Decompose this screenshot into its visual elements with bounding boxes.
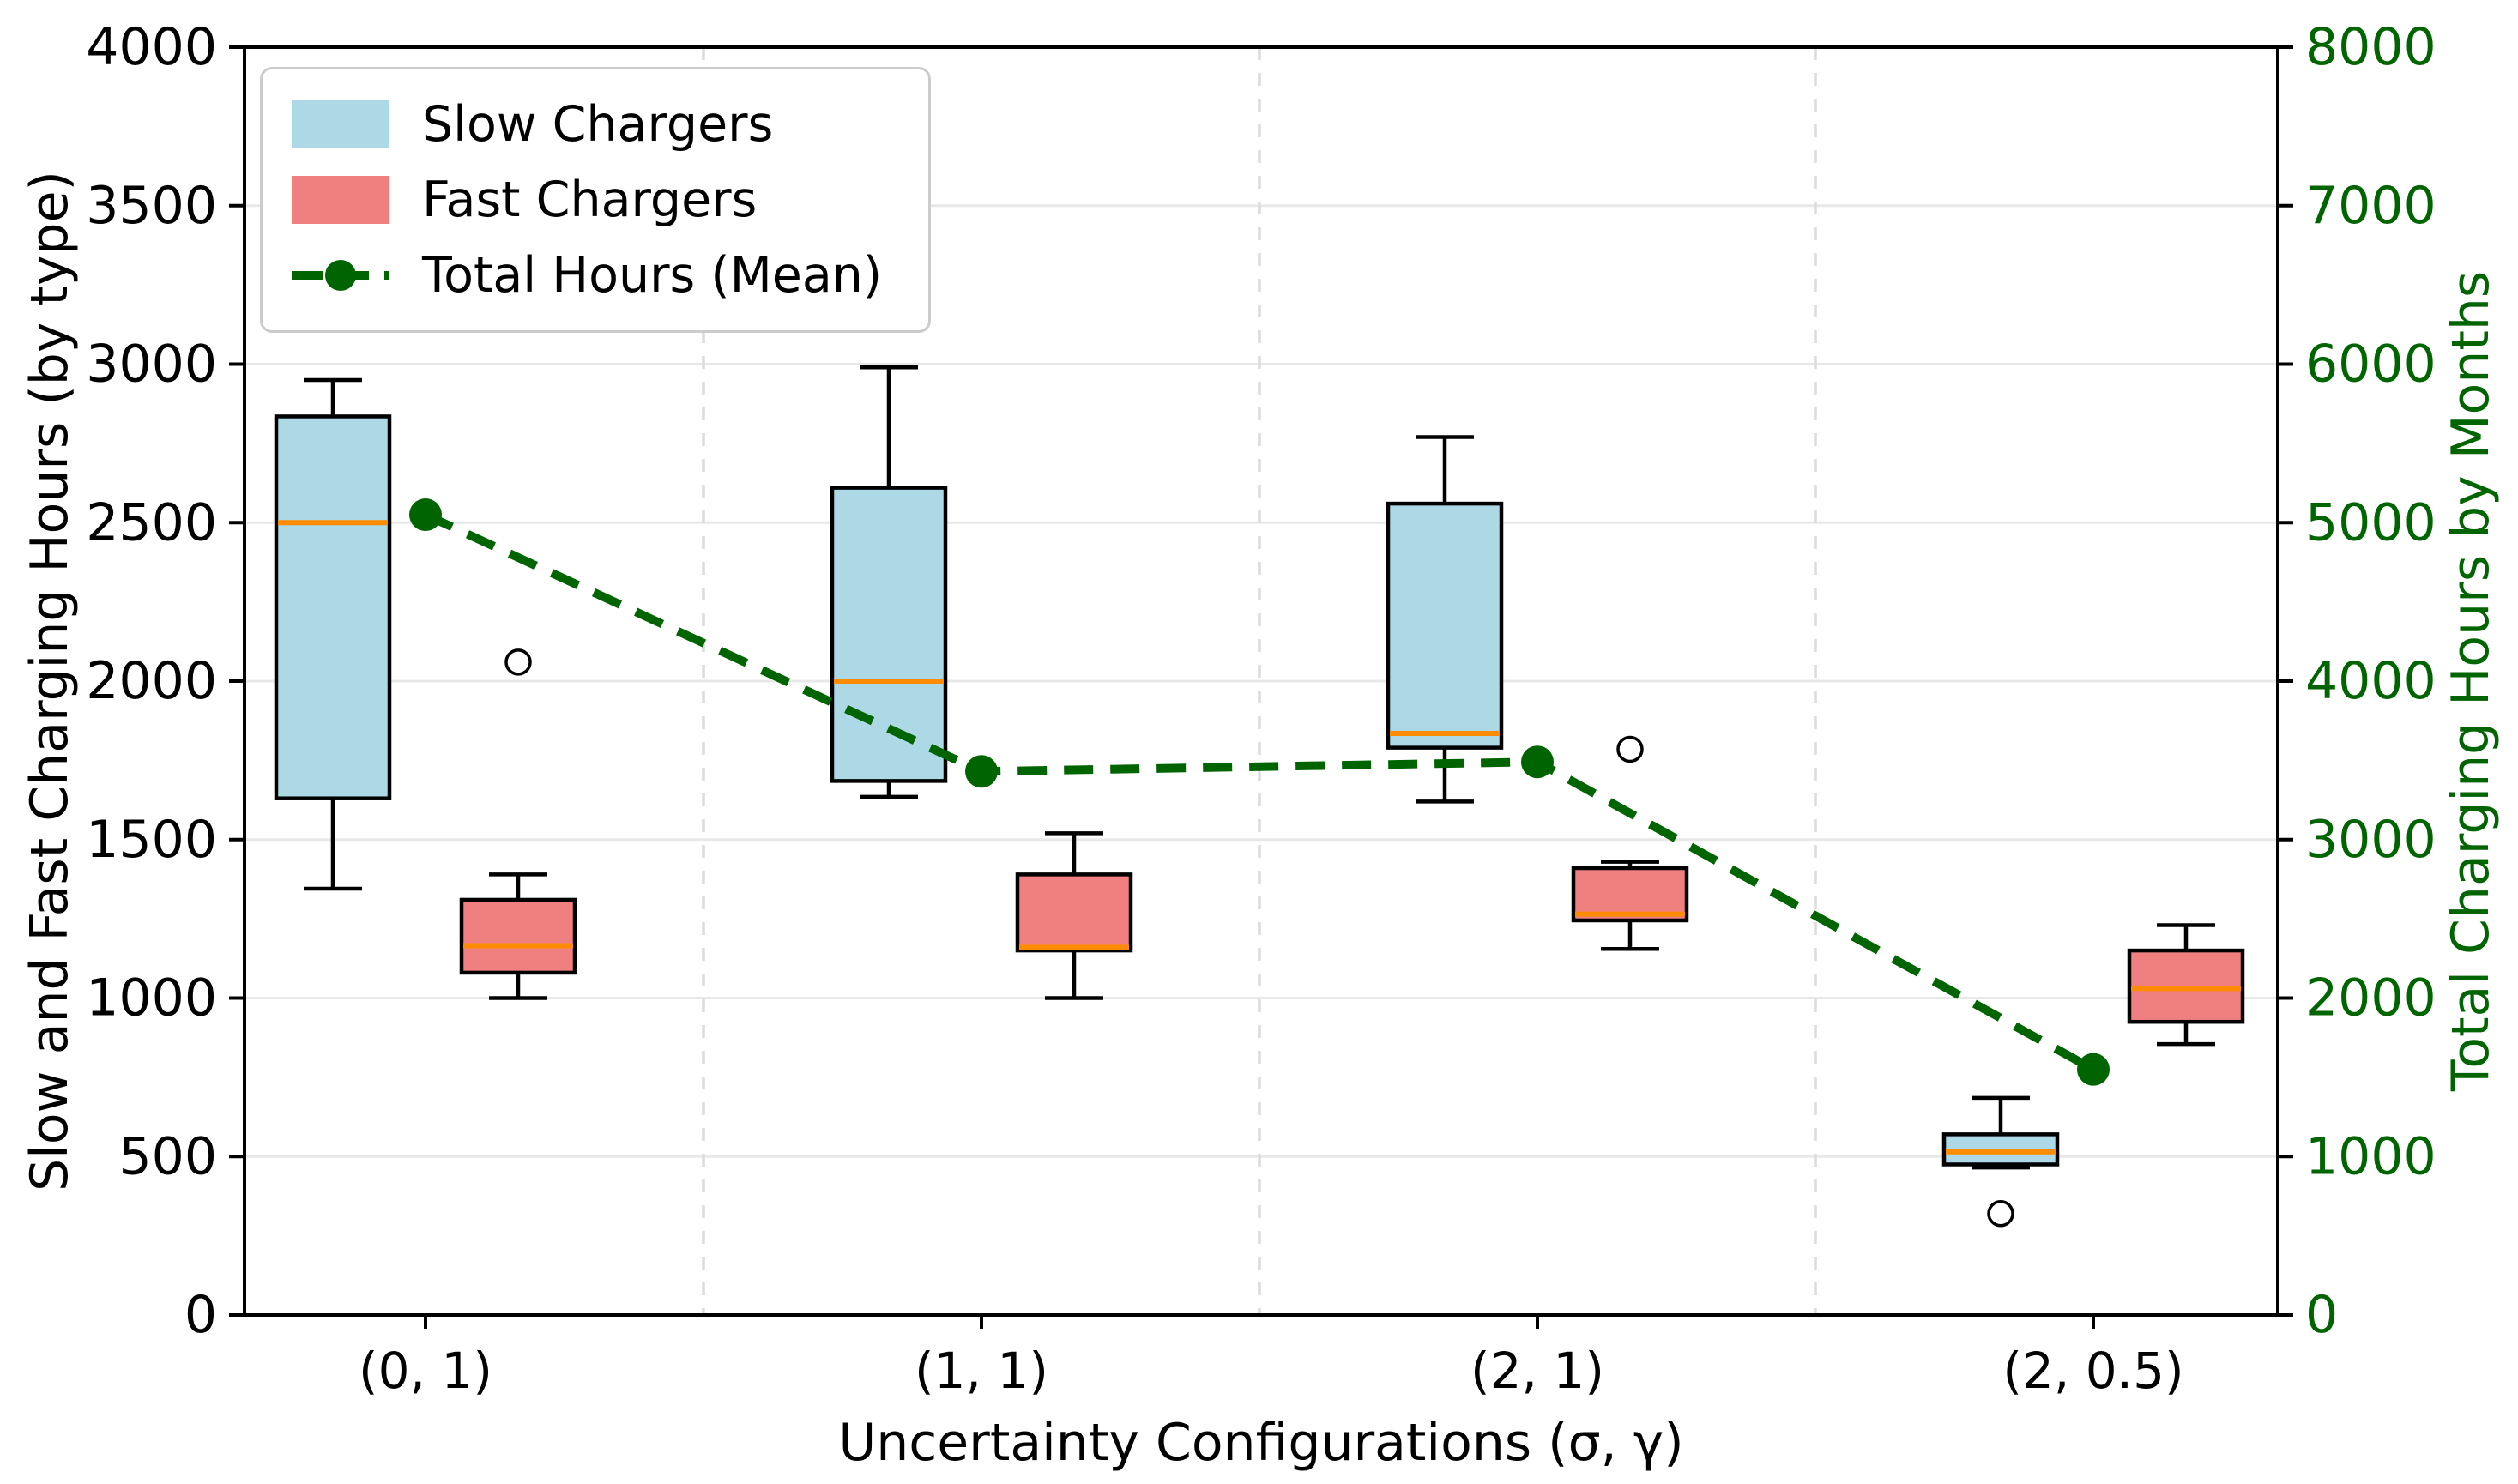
y-tick-label-left: 1500 xyxy=(86,810,217,870)
legend: Slow Chargers Fast Chargers Total Hours … xyxy=(260,67,931,333)
y-tick-label-right: 4000 xyxy=(2305,651,2436,711)
y-tick-label-right: 0 xyxy=(2305,1285,2338,1345)
y-tick-label-right: 1000 xyxy=(2305,1126,2436,1186)
x-axis: (0, 1) (1, 1) (2, 1) (2, 0.5) xyxy=(359,1315,2184,1400)
legend-label-slow-chargers: Slow Chargers xyxy=(422,96,774,153)
fast-chargers-box-0 xyxy=(459,648,577,1000)
outlier-point xyxy=(1616,735,1644,763)
legend-item-fast-chargers: Fast Chargers xyxy=(292,162,903,238)
mean-point xyxy=(1521,745,1554,779)
x-tick-label: (2, 1) xyxy=(1470,1342,1604,1400)
outlier-point xyxy=(504,648,532,676)
iqr-box xyxy=(830,486,948,783)
x-tick-label: (0, 1) xyxy=(359,1342,492,1400)
slow-chargers-swatch-icon xyxy=(292,100,389,148)
y-tick-label-left: 1000 xyxy=(86,968,217,1029)
y-tick-label-right: 7000 xyxy=(2305,176,2436,236)
y-tick-label-right: 2000 xyxy=(2305,968,2436,1029)
y-axis-right: 0 1000 2000 3000 4000 5000 6000 7000 8000 xyxy=(2278,17,2436,1345)
fast-chargers-box-3 xyxy=(2127,923,2245,1047)
y-tick-label-left: 3500 xyxy=(86,176,217,236)
legend-item-slow-chargers: Slow Chargers xyxy=(292,87,903,162)
total-hours-mean-line xyxy=(409,498,2110,1086)
y-tick-label-left: 0 xyxy=(184,1285,217,1345)
y-tick-label-left: 2500 xyxy=(86,492,217,552)
mean-point xyxy=(409,498,442,532)
fast-chargers-swatch-icon xyxy=(292,176,389,224)
mean-point xyxy=(965,755,998,788)
mean-point xyxy=(2077,1053,2110,1086)
fast-chargers-box-2 xyxy=(1571,735,1689,951)
iqr-box xyxy=(1386,501,1504,750)
y-tick-label-left: 500 xyxy=(118,1126,217,1186)
slow-chargers-box-0 xyxy=(274,377,392,891)
fast-chargers-box-1 xyxy=(1015,831,1133,1000)
y-tick-label-right: 5000 xyxy=(2305,492,2436,552)
outlier-point xyxy=(1987,1200,2014,1228)
y-tick-label-left: 4000 xyxy=(86,17,217,77)
slow-chargers-box-3 xyxy=(1941,1095,2060,1228)
y-tick-label-right: 3000 xyxy=(2305,810,2436,870)
total-hours-line-icon xyxy=(292,251,389,299)
y-tick-label-left: 3000 xyxy=(86,335,217,395)
iqr-box xyxy=(1015,872,1133,953)
legend-label-total-hours: Total Hours (Mean) xyxy=(422,247,883,304)
y-axis-left: 0 500 1000 1500 2000 2500 3000 3500 4000 xyxy=(86,17,245,1345)
x-tick-label: (1, 1) xyxy=(915,1342,1048,1400)
x-tick-label: (2, 0.5) xyxy=(2002,1342,2183,1400)
mean-line-path xyxy=(423,510,2096,1074)
slow-chargers-box-2 xyxy=(1386,435,1504,804)
legend-item-total-hours: Total Hours (Mean) xyxy=(292,238,903,313)
x-axis-label: Uncertainty Configurations (σ, γ) xyxy=(838,1413,1684,1473)
dashed-line-marker-glyph xyxy=(292,260,389,291)
y-tick-label-right: 8000 xyxy=(2305,17,2436,77)
legend-label-fast-chargers: Fast Chargers xyxy=(422,172,758,228)
iqr-box xyxy=(274,414,392,800)
y-tick-label-left: 2000 xyxy=(86,651,217,711)
iqr-box xyxy=(459,897,577,975)
y-tick-label-right: 6000 xyxy=(2305,335,2436,395)
